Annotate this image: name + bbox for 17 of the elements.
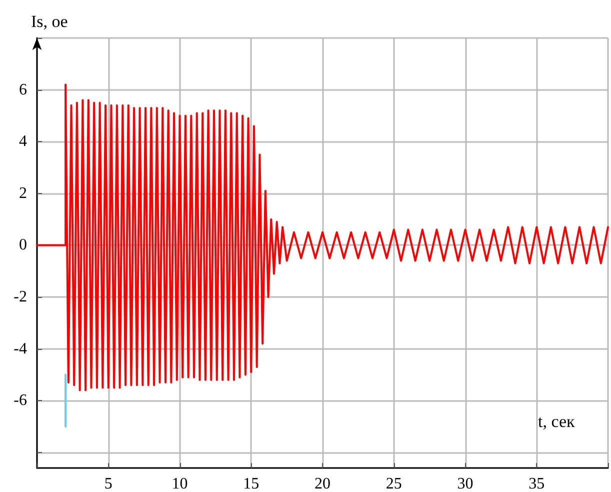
y-tick-label: 2 <box>19 184 27 202</box>
x-tick-label: 10 <box>172 476 188 492</box>
y-tick-label: 4 <box>19 133 27 150</box>
line-series <box>36 84 609 392</box>
x-tick-label: 5 <box>104 476 112 492</box>
x-tick-label: 25 <box>386 476 402 492</box>
x-tick-label: 30 <box>457 476 474 492</box>
y-tick-label: -4 <box>14 340 27 358</box>
y-axis-title: Is, oe <box>31 12 68 31</box>
y-tick-label: 0 <box>19 236 27 254</box>
x-tick-label: 15 <box>243 476 260 492</box>
y-tick-label: -6 <box>14 392 27 410</box>
y-tick-label: -2 <box>14 288 27 306</box>
x-tick-label: 35 <box>528 476 545 492</box>
x-tick-label: 20 <box>314 476 330 492</box>
y-tick-label: 6 <box>19 81 27 98</box>
x-axis-title: t, сек <box>538 412 576 431</box>
